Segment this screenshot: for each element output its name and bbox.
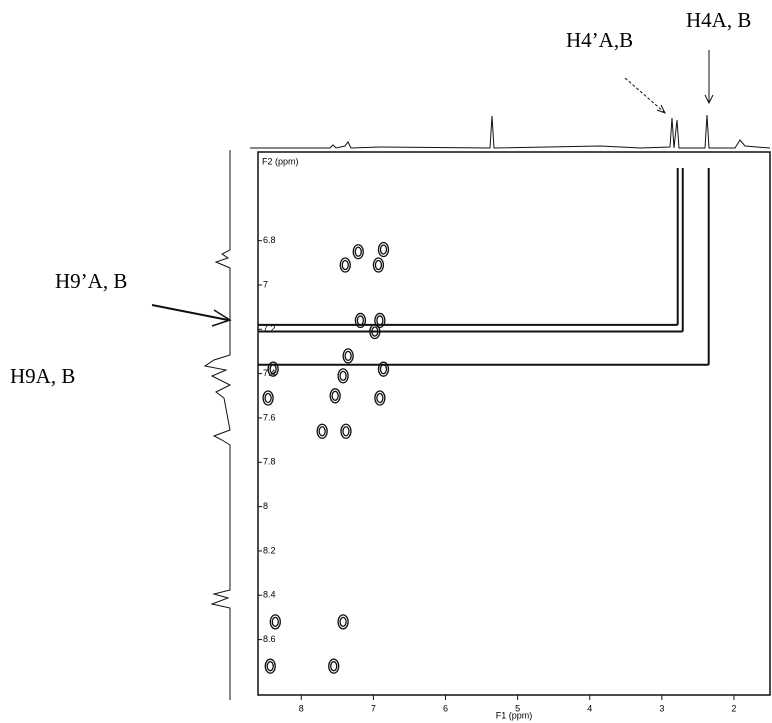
cross-peak: [262, 390, 274, 406]
y-tick-label: 8.2: [263, 545, 276, 555]
cross-peak: [329, 388, 341, 404]
annotation: H4A, B: [686, 8, 751, 32]
contour-ring: [262, 390, 274, 406]
f2-projection: [203, 150, 232, 700]
plot-frame: [257, 151, 771, 696]
arrow: [151, 304, 229, 321]
contour-ring: [266, 661, 274, 672]
contour-ring: [337, 614, 349, 630]
contour-ring: [316, 423, 328, 439]
x-tick-label: 3: [659, 703, 664, 713]
arrow-head: [211, 309, 232, 327]
contour-ring: [330, 661, 338, 672]
contour-ring: [372, 257, 385, 273]
cross-peak: [342, 348, 354, 364]
arrow-head: [704, 94, 714, 105]
cross-peak: [374, 390, 386, 406]
annotation: H9’A, B: [55, 269, 127, 293]
x-axis-label: F1 (ppm): [496, 710, 533, 720]
annotation: H4’A,B: [566, 28, 633, 52]
y-tick-label: 7: [263, 279, 268, 289]
contour-ring: [374, 259, 383, 271]
contour-ring: [269, 614, 281, 630]
cross-peak: [267, 361, 279, 377]
x-tick-label: 4: [587, 703, 592, 713]
contour-ring: [264, 392, 272, 404]
cross-peak: [377, 241, 390, 258]
contour-ring: [356, 315, 365, 326]
cross-peak: [337, 614, 349, 630]
annotation: H9A, B: [10, 364, 75, 388]
arrow-head: [656, 104, 667, 114]
y-tick-label: 6.8: [263, 235, 276, 245]
cross-peak: [339, 257, 351, 273]
cross-peak: [269, 614, 281, 630]
contour-ring: [331, 390, 339, 401]
contour-ring: [354, 312, 367, 329]
cross-peak: [316, 423, 328, 439]
cross-peak: [328, 658, 340, 674]
contour-ring: [352, 244, 364, 260]
contour-ring: [369, 323, 381, 340]
cross-peak: [337, 368, 349, 384]
contour-ring: [374, 312, 386, 329]
x-tick-label: 6: [443, 703, 448, 713]
contour-ring: [339, 616, 347, 628]
contour-ring: [269, 364, 277, 375]
contour-ring: [376, 392, 384, 404]
contour-ring: [337, 368, 349, 384]
contour-ring: [376, 315, 384, 326]
cross-peak: [372, 257, 385, 273]
contour-ring: [329, 388, 341, 404]
f1-projection: [250, 114, 771, 149]
arrow: [624, 77, 665, 113]
contour-ring: [264, 658, 276, 674]
x-tick-label: 5: [515, 703, 520, 713]
y-tick-label: 7.8: [263, 457, 276, 467]
contour-ring: [339, 257, 351, 273]
contour-ring: [379, 244, 388, 255]
x-tick-label: 2: [731, 703, 736, 713]
contour-ring: [267, 361, 279, 377]
x-tick-label: 7: [371, 703, 376, 713]
contour-ring: [344, 350, 352, 362]
contour-ring: [339, 370, 347, 381]
cross-peak: [340, 423, 352, 439]
x-tick-label: 8: [299, 703, 304, 713]
y-tick-label: 8.6: [263, 634, 276, 644]
cross-peak: [352, 244, 364, 260]
contour-ring: [342, 426, 350, 437]
contour-ring: [379, 364, 388, 375]
cross-peak: [354, 312, 367, 329]
y-tick-label: 8.4: [263, 590, 276, 600]
contour-ring: [341, 259, 349, 271]
y-tick-label: 7.6: [263, 412, 276, 422]
contour-ring: [318, 426, 326, 437]
contour-ring: [342, 348, 354, 364]
contour-ring: [371, 326, 379, 337]
contour-ring: [377, 241, 390, 258]
cross-peak: [369, 323, 381, 340]
contour-ring: [374, 390, 386, 406]
contour-ring: [271, 616, 279, 628]
contour-ring: [354, 246, 362, 257]
y-axis-label: F2 (ppm): [262, 156, 299, 166]
y-tick-label: 8: [263, 501, 268, 511]
contour-ring: [377, 361, 390, 377]
cross-peak: [377, 361, 390, 377]
cross-peak: [264, 658, 276, 674]
y-tick-label: 7.2: [263, 324, 276, 334]
contour-ring: [328, 658, 340, 674]
cross-peak: [374, 312, 386, 329]
contour-ring: [340, 423, 352, 439]
